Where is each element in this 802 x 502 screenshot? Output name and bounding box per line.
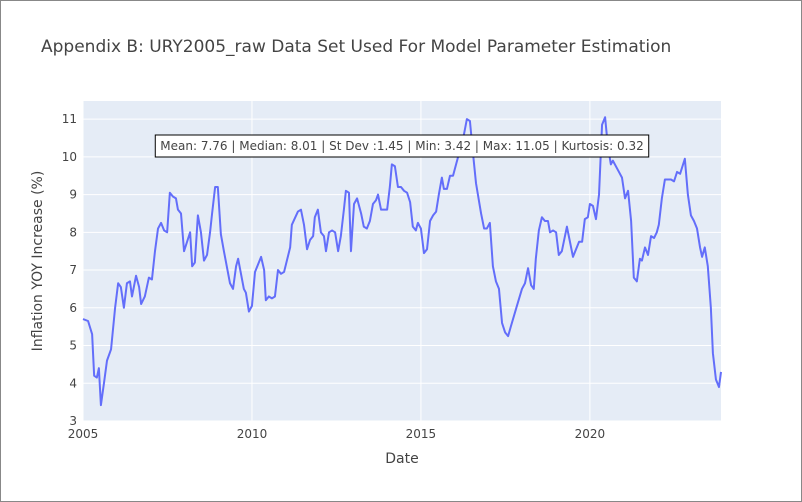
y-tick-label: 3	[69, 414, 77, 428]
annotation: Mean: 7.76 | Median: 8.01 | St Dev :1.45…	[160, 139, 643, 153]
x-tick-label: 2010	[237, 427, 268, 441]
data-line	[82, 116, 722, 407]
x-tick-label: 2015	[406, 427, 437, 441]
y-tick-label: 4	[69, 376, 77, 390]
y-tick-label: 9	[69, 188, 77, 202]
y-tick-label: 10	[62, 150, 77, 164]
x-tick-label: 2005	[68, 427, 99, 441]
y-tick-label: 6	[69, 301, 77, 315]
y-tick-label: 7	[69, 263, 77, 277]
x-axis-title: Date	[385, 451, 418, 467]
annotation-box	[154, 134, 650, 158]
chart-title: Appendix B: URY2005_raw Data Set Used Fo…	[41, 37, 671, 57]
y-tick-label: 5	[69, 339, 77, 353]
y-tick-label: 11	[62, 112, 77, 126]
x-tick-label: 2020	[575, 427, 606, 441]
y-tick-label: 8	[69, 225, 77, 239]
y-axis-title: Inflation YOY Increase (%)	[30, 171, 46, 352]
